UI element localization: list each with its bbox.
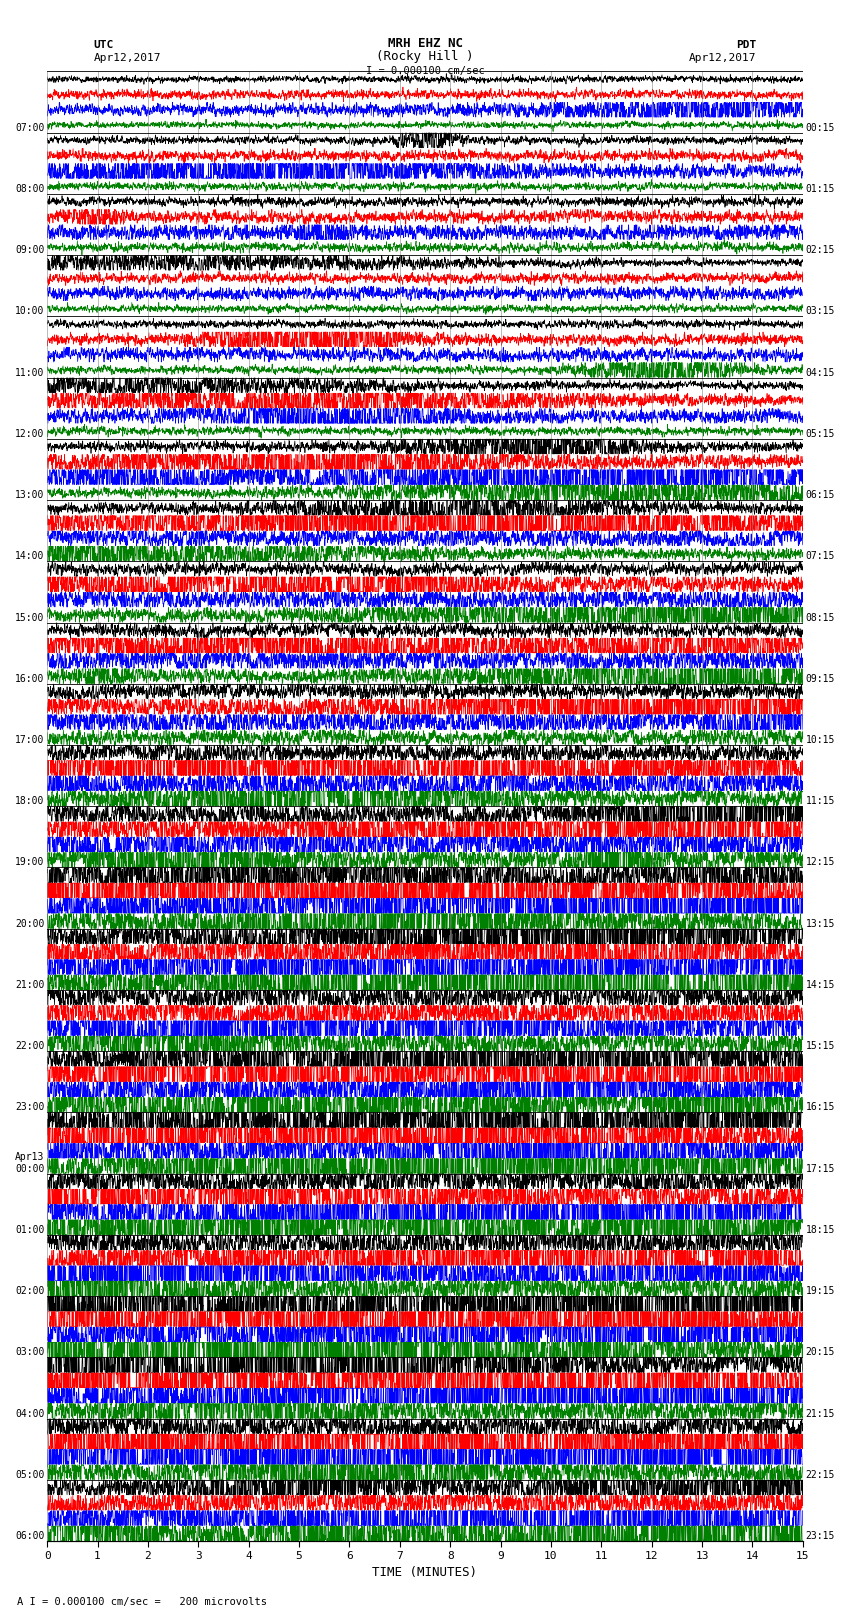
Text: UTC: UTC: [94, 40, 114, 50]
Text: Apr12,2017: Apr12,2017: [689, 53, 756, 63]
Text: A I = 0.000100 cm/sec =   200 microvolts: A I = 0.000100 cm/sec = 200 microvolts: [17, 1597, 267, 1607]
Text: MRH EHZ NC: MRH EHZ NC: [388, 37, 462, 50]
Text: PDT: PDT: [736, 40, 756, 50]
Text: (Rocky Hill ): (Rocky Hill ): [377, 50, 473, 63]
Text: I = 0.000100 cm/sec: I = 0.000100 cm/sec: [366, 66, 484, 76]
X-axis label: TIME (MINUTES): TIME (MINUTES): [372, 1566, 478, 1579]
Text: Apr12,2017: Apr12,2017: [94, 53, 161, 63]
